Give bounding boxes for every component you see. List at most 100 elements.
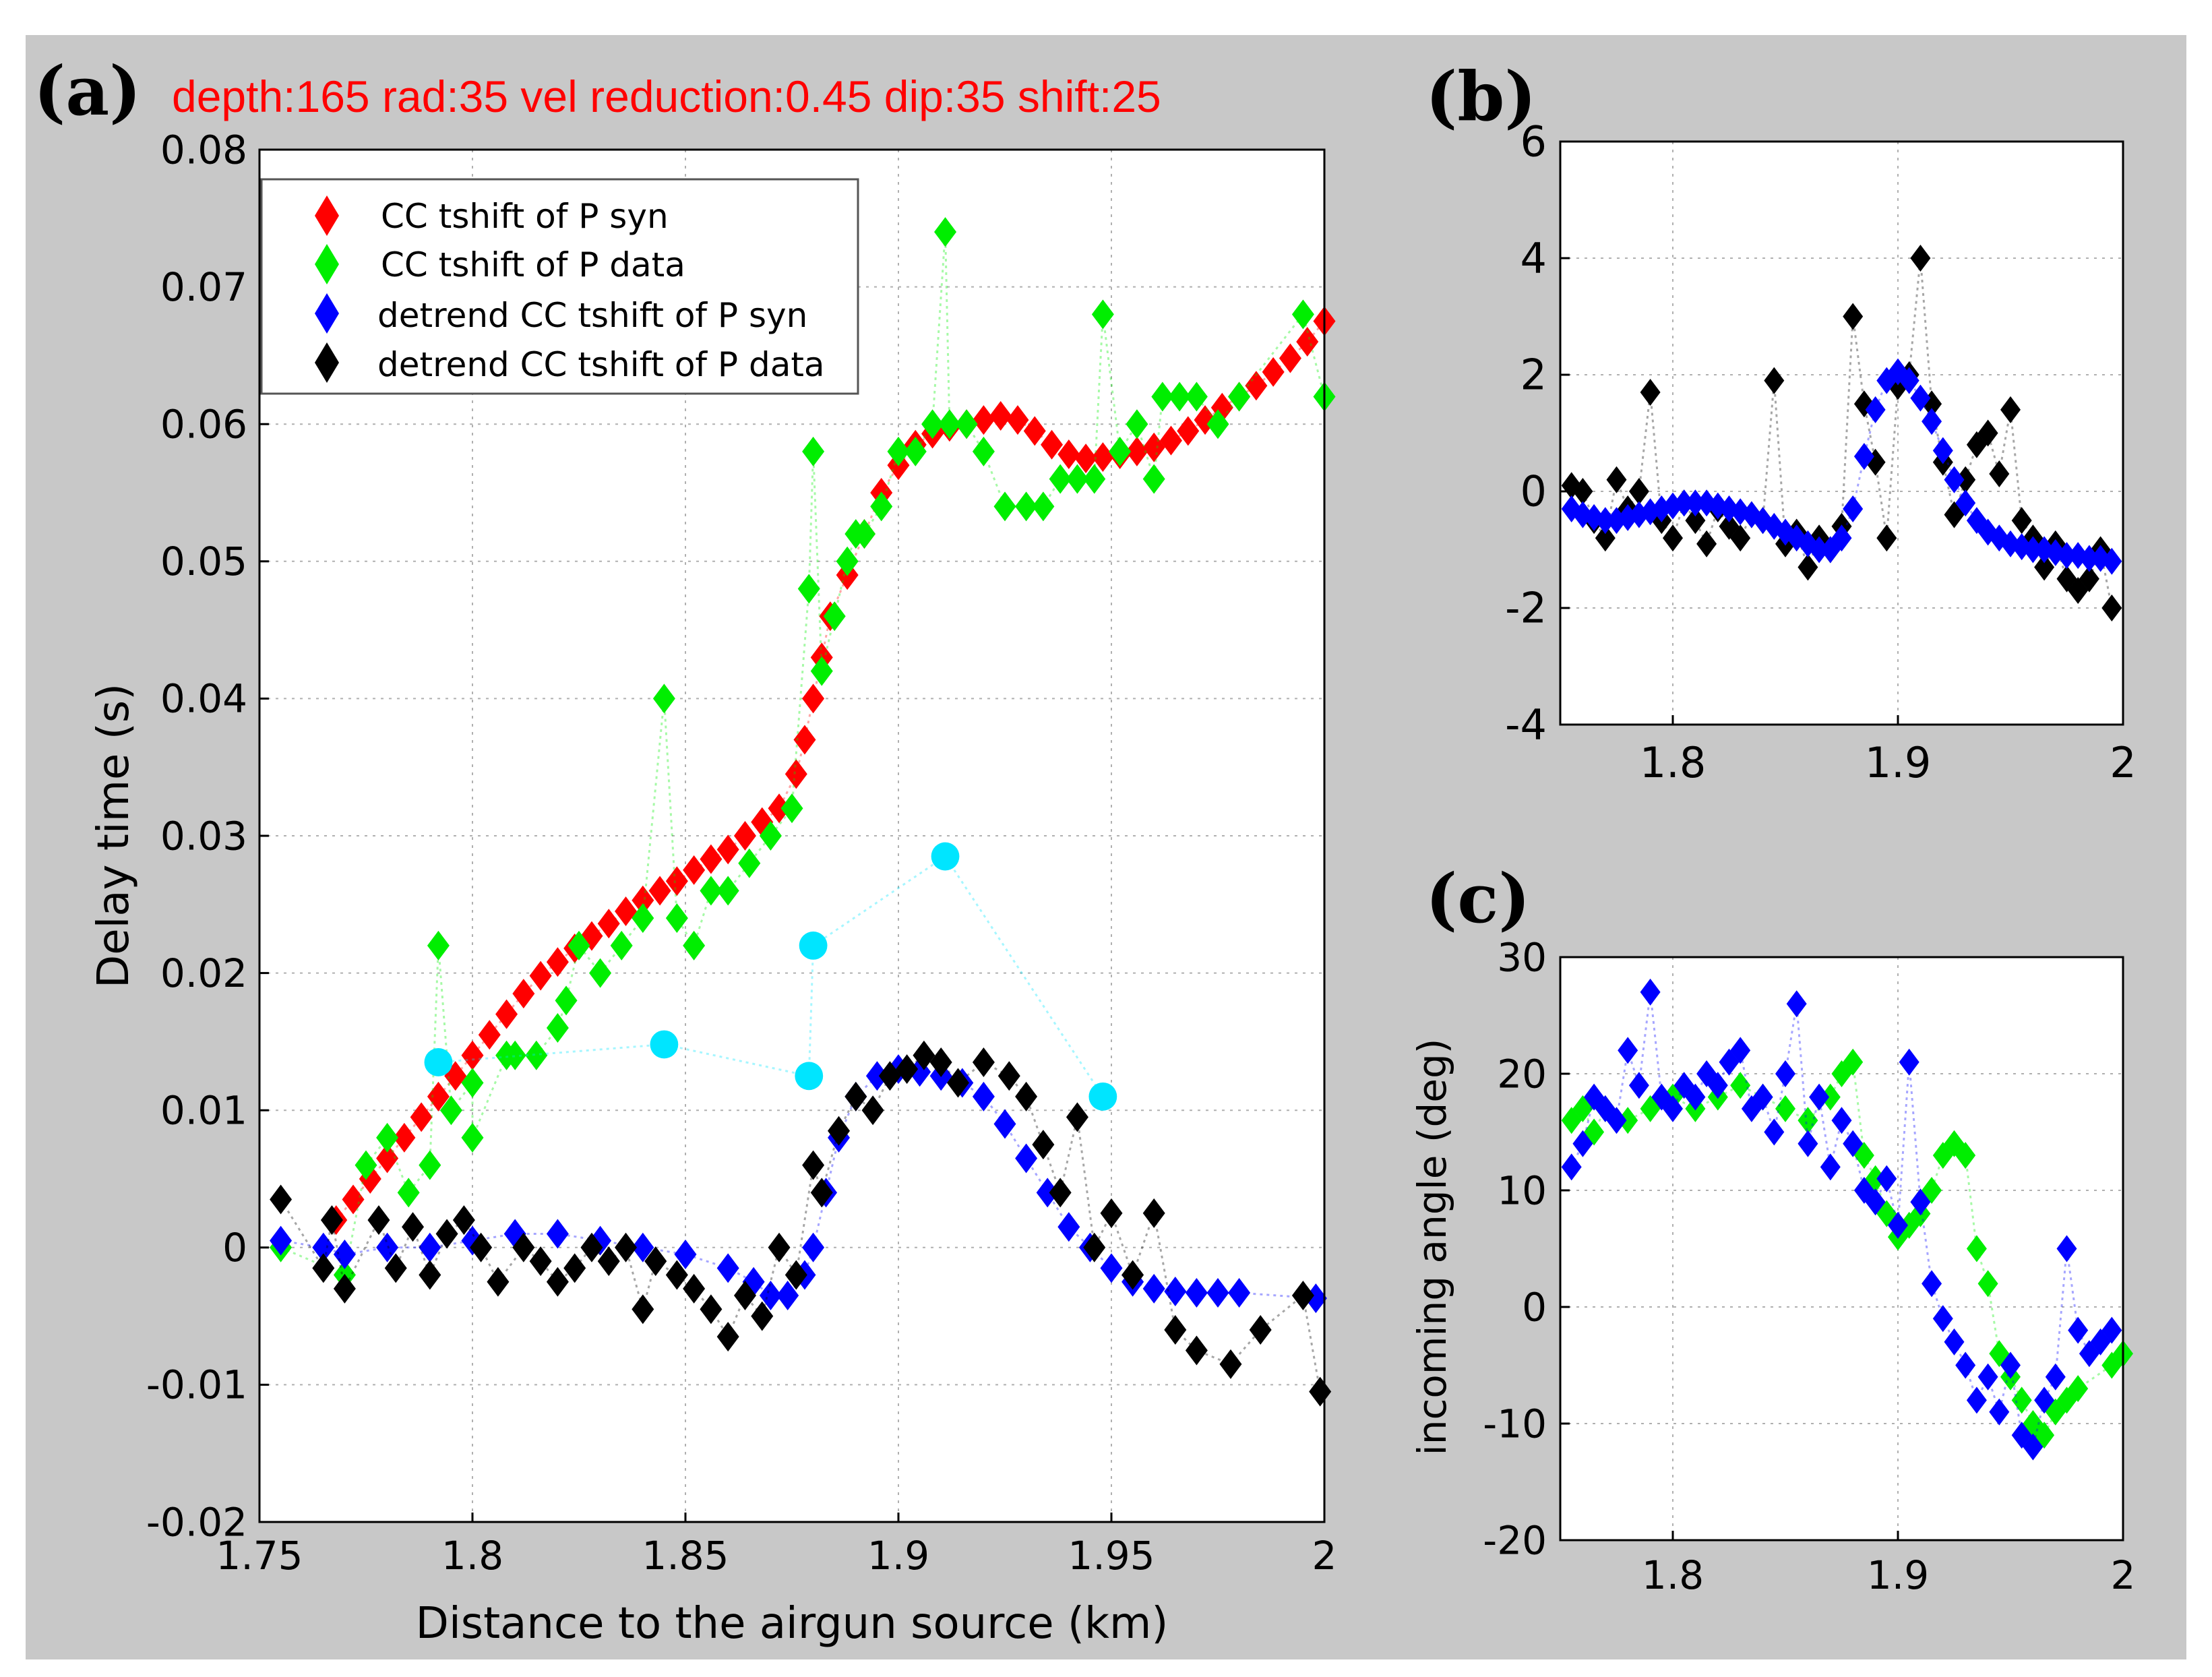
y-tick-label: 0 — [1522, 1284, 1547, 1330]
data-point — [1966, 1235, 1987, 1262]
data-point — [665, 903, 688, 934]
data-point — [1831, 524, 1852, 552]
data-point — [419, 1232, 441, 1262]
data-point — [1049, 464, 1072, 494]
data-point — [1572, 1130, 1593, 1157]
data-point — [802, 683, 825, 714]
data-point — [439, 1095, 462, 1126]
panel-c-series — [1561, 978, 2133, 1461]
data-point — [1057, 1212, 1080, 1242]
legend-label-detrend-syn: detrend CC tshift of P syn — [377, 296, 807, 335]
data-point — [955, 409, 978, 439]
data-point — [768, 1232, 791, 1262]
data-point — [1015, 1081, 1038, 1111]
data-point — [1066, 464, 1088, 494]
data-point — [799, 931, 828, 960]
data-point — [802, 436, 825, 466]
legend-marker-detrend-syn — [315, 293, 339, 334]
data-point — [904, 436, 927, 466]
data-point — [1730, 1037, 1751, 1064]
data-point — [397, 1178, 420, 1208]
data-point — [733, 821, 756, 851]
data-point — [1091, 299, 1114, 330]
series-b-1 — [1561, 358, 2122, 575]
panel-a-label: (a) — [34, 51, 141, 131]
data-point — [1775, 1060, 1795, 1087]
data-point — [1291, 1281, 1314, 1311]
panel-b: (b) 1.8 1.9 2 -4 -2 0 2 4 6 — [1425, 57, 2137, 787]
data-point — [1910, 245, 1931, 272]
panel-a-ylabel: Delay time (s) — [89, 683, 139, 988]
data-point — [1126, 409, 1148, 439]
data-point — [1955, 1142, 1976, 1169]
data-point — [1707, 1072, 1728, 1099]
data-point — [632, 903, 654, 934]
data-point — [555, 985, 578, 1016]
data-point — [419, 1150, 441, 1180]
legend-label-syn: CC tshift of P syn — [381, 197, 669, 236]
data-point — [1977, 419, 1998, 447]
legend-label-data: CC tshift of P data — [381, 245, 685, 284]
data-point — [993, 1109, 1016, 1139]
data-point — [1820, 1153, 1841, 1181]
data-point — [1142, 432, 1165, 462]
y-tick-label: -0.02 — [146, 1499, 247, 1545]
data-point — [1561, 1153, 1582, 1181]
data-point — [1015, 1143, 1038, 1173]
data-point — [632, 885, 654, 915]
y-tick-label: 10 — [1497, 1167, 1547, 1213]
data-point — [1843, 303, 1864, 330]
data-point — [853, 519, 875, 549]
data-point — [652, 683, 675, 714]
y-tick-label: 0.06 — [160, 402, 247, 448]
data-point — [1074, 444, 1097, 474]
data-point — [1142, 1198, 1165, 1228]
data-point — [546, 947, 569, 977]
data-point — [828, 1116, 851, 1146]
data-point — [589, 958, 612, 988]
data-point — [597, 1246, 620, 1277]
x-tick-label: 1.9 — [867, 1533, 929, 1579]
data-point — [733, 1281, 756, 1311]
data-point — [1955, 489, 1976, 517]
data-point — [1977, 1363, 1998, 1391]
data-point — [1177, 416, 1200, 446]
data-point — [312, 1232, 335, 1262]
data-point — [1899, 1048, 1919, 1076]
data-point — [1932, 1305, 1953, 1333]
data-point — [503, 1040, 526, 1070]
data-point — [270, 1225, 293, 1256]
data-point — [1910, 384, 1931, 412]
data-point — [529, 961, 552, 991]
data-point — [2068, 1375, 2089, 1403]
data-point — [1057, 439, 1080, 469]
data-point — [836, 546, 859, 576]
data-point — [1752, 1083, 1773, 1111]
data-point — [1049, 1178, 1072, 1208]
data-point — [1673, 489, 1694, 517]
data-point — [1764, 367, 1785, 394]
data-point — [797, 574, 820, 604]
data-point — [529, 1246, 552, 1277]
data-point — [1809, 536, 1830, 563]
data-point — [759, 1281, 782, 1311]
x-tick-label: 1.9 — [1867, 1552, 1929, 1598]
data-point — [495, 999, 518, 1029]
data-point — [887, 436, 910, 466]
data-point — [1296, 327, 1319, 357]
data-point — [632, 1232, 654, 1262]
data-point — [1640, 378, 1661, 406]
data-point — [776, 1281, 799, 1311]
x-tick-label: 2 — [2111, 1552, 2136, 1598]
data-point — [1023, 416, 1046, 446]
data-point — [546, 1267, 569, 1297]
data-point — [844, 1081, 867, 1111]
data-point — [2056, 1235, 2077, 1262]
data-point — [487, 1267, 510, 1297]
data-point — [563, 1253, 586, 1283]
data-point — [972, 1047, 995, 1077]
data-point — [665, 866, 688, 896]
data-point — [1100, 1198, 1123, 1228]
data-point — [1185, 1277, 1208, 1308]
y-tick-label: 0.08 — [160, 127, 247, 173]
